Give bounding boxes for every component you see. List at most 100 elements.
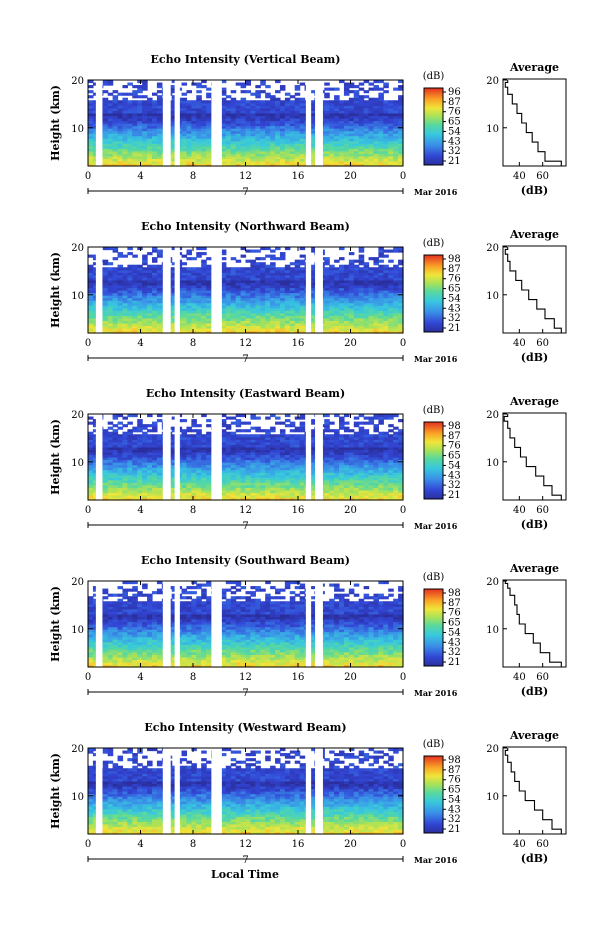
- heatmap-cell: [137, 482, 143, 486]
- heatmap-cell: [334, 279, 340, 284]
- heatmap-cell: [156, 451, 163, 456]
- heatmap-cell: [127, 322, 133, 327]
- heatmap-cell: [250, 441, 256, 445]
- heatmap-cell: [127, 115, 133, 119]
- heatmap-cell: [92, 158, 99, 162]
- heatmap-cell: [368, 100, 375, 104]
- heatmap-cell: [235, 123, 242, 127]
- heatmap-cell: [329, 307, 335, 311]
- heatmap-cell: [151, 421, 158, 425]
- heatmap-cell: [255, 100, 261, 104]
- heatmap-cell: [225, 284, 232, 289]
- heatmap-cell: [289, 287, 296, 291]
- heatmap-cell: [220, 464, 227, 468]
- heatmap-cell: [92, 102, 99, 106]
- heatmap-cell: [147, 312, 153, 316]
- heatmap-cell: [265, 307, 271, 311]
- heatmap-cell: [279, 107, 286, 111]
- heatmap-cell: [329, 264, 335, 268]
- heatmap-cell: [122, 302, 128, 306]
- heatmap-cell: [245, 484, 252, 488]
- heatmap-cell: [132, 264, 138, 268]
- heatmap-cell: [127, 153, 133, 157]
- heatmap-cell: [191, 482, 197, 486]
- heatmap-cell: [279, 454, 286, 458]
- heatmap-cell: [255, 467, 261, 471]
- heatmap-cell: [88, 416, 94, 420]
- heatmap-cell: [117, 489, 124, 494]
- heatmap-cell: [334, 300, 340, 304]
- heatmap-cell: [250, 120, 256, 124]
- heatmap-cell: [147, 434, 153, 438]
- heatmap-cell: [171, 153, 178, 157]
- heatmap-cell: [230, 444, 237, 448]
- heatmap-cell: [373, 274, 379, 278]
- heatmap-cell: [245, 434, 252, 438]
- heatmap-cell: [255, 130, 261, 134]
- heatmap-cell: [171, 85, 178, 89]
- heatmap-cell: [284, 105, 291, 109]
- heatmap-cell: [240, 150, 247, 154]
- heatmap-cell: [201, 282, 207, 286]
- heatmap-cell: [388, 138, 394, 142]
- heatmap-cell: [279, 497, 286, 501]
- heatmap-cell: [260, 317, 266, 321]
- heatmap-cell: [265, 416, 271, 420]
- heatmap-cell: [225, 290, 232, 294]
- heatmap-cell: [294, 315, 301, 319]
- heatmap-cell: [270, 457, 276, 461]
- heatmap-cell: [117, 143, 124, 147]
- heatmap-cell: [324, 330, 330, 334]
- heatmap-cell: [393, 135, 399, 139]
- heatmap-cell: [393, 325, 399, 329]
- heatmap-cell: [393, 287, 399, 291]
- heatmap-cell: [147, 444, 153, 448]
- heatmap-cell: [250, 125, 256, 129]
- heatmap-cell: [334, 130, 340, 134]
- heatmap-cell: [181, 477, 188, 481]
- heatmap-cell: [284, 148, 291, 152]
- heatmap-cell: [186, 302, 192, 306]
- heatmap-cell: [191, 150, 197, 154]
- heatmap-cell: [132, 290, 138, 294]
- heatmap-cell: [186, 155, 192, 160]
- heatmap-cell: [240, 464, 247, 468]
- heatmap-cell: [353, 290, 360, 294]
- heatmap-cell: [358, 279, 365, 284]
- heatmap-cell: [117, 135, 124, 139]
- heatmap-cell: [206, 457, 212, 461]
- heatmap-cell: [294, 112, 301, 117]
- heatmap-cell: [388, 120, 394, 124]
- heatmap-cell: [235, 482, 242, 486]
- heatmap-cell: [112, 454, 119, 458]
- heatmap-cell: [255, 267, 261, 271]
- heatmap-cell: [186, 107, 192, 111]
- heatmap-cell: [393, 163, 399, 167]
- heatmap-cell: [142, 459, 148, 463]
- heatmap-cell: [156, 158, 163, 162]
- heatmap-cell: [255, 317, 261, 321]
- heatmap-cell: [220, 446, 227, 451]
- heatmap-cell: [299, 150, 306, 154]
- heatmap-cell: [275, 325, 281, 329]
- heatmap-cell: [353, 140, 360, 144]
- heatmap-cell: [309, 117, 315, 122]
- heatmap-cell: [137, 292, 143, 296]
- heatmap-cell: [358, 82, 365, 86]
- heatmap-cell: [329, 290, 335, 294]
- heatmap-cell: [88, 90, 94, 94]
- heatmap-cell: [235, 138, 242, 142]
- heatmap-cell: [265, 153, 271, 157]
- heatmap-cell: [137, 436, 143, 440]
- heatmap-cell: [92, 482, 99, 486]
- heatmap-cell: [225, 310, 232, 314]
- heatmap-cell: [299, 155, 306, 160]
- heatmap-cell: [186, 100, 192, 104]
- heatmap-cell: [378, 143, 384, 147]
- heatmap-cell: [383, 249, 389, 253]
- heatmap-cell: [275, 305, 281, 309]
- heatmap-cell: [92, 489, 99, 494]
- heatmap-cell: [260, 123, 266, 127]
- heatmap-cell: [122, 416, 128, 420]
- heatmap-cell: [289, 117, 296, 122]
